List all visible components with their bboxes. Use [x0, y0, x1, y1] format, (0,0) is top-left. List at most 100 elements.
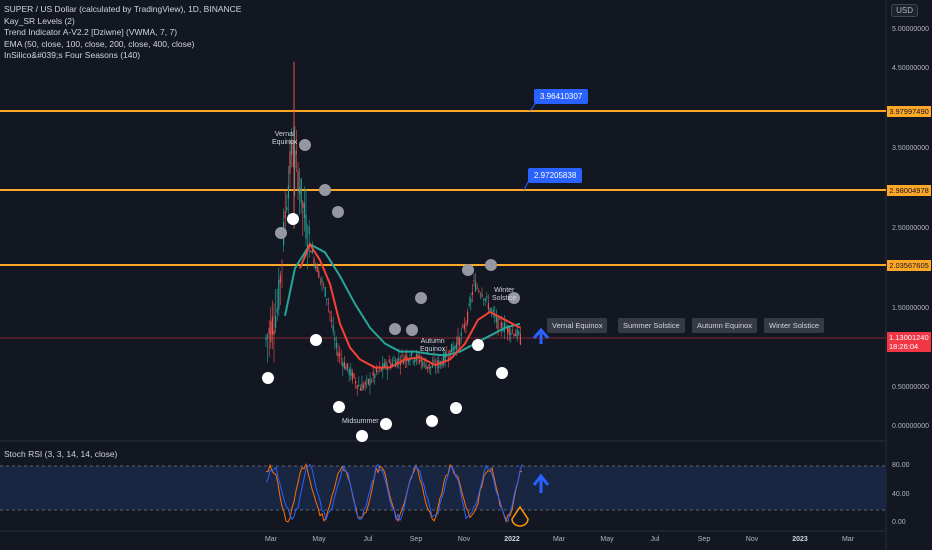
- candle-body: [459, 337, 461, 346]
- stoch-tick: 80.00: [892, 462, 910, 469]
- candle-body: [364, 381, 366, 385]
- candle-body: [279, 275, 281, 283]
- legend-title: SUPER / US Dollar (calculated by Trading…: [4, 4, 242, 14]
- full-moon-icon: [287, 213, 299, 225]
- candle-body: [332, 325, 334, 332]
- season-label: Vernal Equinox: [547, 318, 608, 333]
- new-moon-icon: [406, 324, 418, 336]
- autumn-annotation: Autumn Equinox: [420, 338, 446, 353]
- candle-body: [457, 336, 459, 345]
- candle-body: [327, 303, 329, 304]
- candle-body: [510, 332, 512, 335]
- candle-body: [470, 298, 472, 303]
- stoch-legend[interactable]: Stoch RSI (3, 3, 14, 14, close): [4, 449, 118, 459]
- candle-body: [516, 329, 518, 338]
- candle-body: [377, 370, 379, 372]
- candle-body: [276, 308, 278, 313]
- candle-body: [326, 298, 328, 301]
- season-label: Autumn Equinox: [692, 318, 758, 333]
- new-moon-icon: [319, 184, 331, 196]
- candle-body: [268, 327, 270, 335]
- stoch-tick: 0.00: [892, 519, 906, 526]
- candle-body: [463, 324, 465, 329]
- candle-body: [483, 299, 485, 301]
- candle-body: [369, 378, 371, 386]
- price-tick: 3.50000000: [892, 145, 929, 152]
- candle-body: [518, 331, 520, 335]
- full-moon-icon: [472, 339, 484, 351]
- full-moon-icon: [380, 418, 392, 430]
- chart-legend: SUPER / US Dollar (calculated by Trading…: [4, 4, 241, 62]
- candle-body: [278, 280, 280, 310]
- new-moon-icon: [508, 292, 520, 304]
- candle-body: [435, 366, 437, 368]
- candle-body: [396, 359, 398, 366]
- candle-body: [451, 343, 453, 353]
- candle-body: [305, 214, 307, 239]
- candle-body: [499, 318, 501, 320]
- last-price-label: 1.13001240 18:26:04: [887, 332, 931, 352]
- candle-body: [311, 249, 313, 254]
- full-moon-icon: [426, 415, 438, 427]
- candle-body: [422, 361, 424, 367]
- candle-body: [500, 321, 502, 328]
- legend-indicator[interactable]: Trend Indicator A-V2.2 [Dziwne] (VWMA, 7…: [4, 27, 178, 37]
- legend-indicator[interactable]: InSilico&#039;s Four Seasons (140): [4, 50, 141, 60]
- candle-body: [390, 363, 392, 368]
- candle-body: [275, 316, 277, 328]
- candle-body: [417, 354, 419, 357]
- candle-body: [339, 352, 341, 357]
- candle-body: [300, 178, 302, 204]
- candle-body: [315, 264, 317, 269]
- time-tick: 2023: [792, 536, 808, 543]
- candle-body: [407, 359, 409, 362]
- candle-body: [443, 353, 445, 366]
- legend-indicator[interactable]: Kay_SR Levels (2): [4, 15, 75, 26]
- candle-body: [454, 346, 456, 349]
- time-tick: Nov: [457, 536, 471, 543]
- candle-body: [331, 319, 333, 322]
- candle-body: [372, 372, 374, 376]
- candle-body: [281, 261, 283, 263]
- candle-body: [273, 330, 275, 335]
- legend-indicator[interactable]: EMA (50, close, 100, close, 200, close, …: [4, 38, 195, 49]
- candle-body: [267, 335, 269, 338]
- full-moon-icon: [496, 367, 508, 379]
- candle-body: [343, 362, 345, 369]
- currency-button[interactable]: USD: [891, 4, 918, 17]
- candle-body: [447, 357, 449, 360]
- new-moon-icon: [299, 139, 311, 151]
- time-tick: Sep: [409, 536, 423, 543]
- candle-body: [355, 380, 357, 384]
- stoch-k-line: [265, 463, 523, 523]
- candle-body: [363, 385, 365, 389]
- candle-body: [313, 258, 315, 264]
- candle-body: [318, 271, 320, 278]
- candle-body: [492, 309, 494, 312]
- candle-body: [297, 170, 299, 190]
- moon-markers: [262, 139, 520, 442]
- price-callout[interactable]: 2.97205838: [528, 168, 583, 183]
- price-callout[interactable]: 3.96410307: [534, 89, 589, 104]
- candle-body: [455, 343, 457, 350]
- candle-body: [383, 362, 385, 368]
- candle-body: [403, 360, 405, 364]
- up-arrow-icon: [532, 327, 550, 344]
- candle-body: [356, 385, 358, 389]
- candle-body: [345, 366, 347, 371]
- candle-body: [291, 140, 293, 155]
- new-moon-icon: [415, 292, 427, 304]
- time-tick: Jul: [363, 536, 373, 543]
- candle-body: [502, 329, 504, 331]
- candle-body: [391, 362, 393, 366]
- up-arrow-icon: [532, 473, 550, 493]
- new-moon-icon: [485, 259, 497, 271]
- candle-body: [433, 360, 435, 363]
- candle-body: [351, 372, 353, 380]
- candle-body: [316, 264, 318, 273]
- candle-body: [334, 338, 336, 341]
- time-tick: Mar: [552, 536, 566, 543]
- candle-body: [359, 388, 361, 391]
